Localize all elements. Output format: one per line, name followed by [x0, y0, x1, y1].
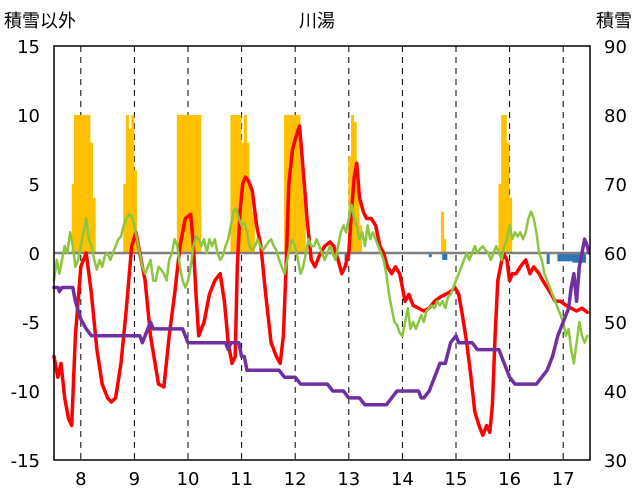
snow-bar [503, 115, 507, 253]
snow-bar [443, 239, 447, 253]
snow-bar [249, 184, 253, 253]
snow-bar [179, 115, 183, 253]
negative-bar [576, 253, 580, 263]
x-tick-label: 11 [230, 469, 253, 490]
snow-bar [81, 115, 85, 253]
negative-bar [561, 253, 565, 262]
x-tick-label: 9 [129, 469, 140, 490]
snow-bar [131, 115, 135, 253]
snow-bar [87, 115, 91, 253]
snow-bar [176, 115, 180, 253]
negative-bar [583, 253, 587, 263]
y-tick-label-right: 30 [604, 451, 627, 472]
snow-bar [90, 142, 94, 253]
y-tick-label-right: 70 [604, 175, 627, 196]
snow-bar [187, 115, 191, 253]
x-tick-label: 12 [284, 469, 307, 490]
snow-bar [190, 115, 194, 253]
left-y-ticks: 15 10 5 0 -5 -10 -15 [11, 37, 40, 472]
snow-bar [192, 115, 196, 253]
snow-bar [182, 115, 186, 253]
left-axis-label: 積雪以外 [4, 11, 76, 32]
snow-bar [300, 142, 304, 253]
snow-bar [353, 121, 357, 254]
snow-bar [348, 156, 352, 253]
y-tick-label-left: -10 [11, 382, 40, 403]
x-tick-label: 15 [445, 469, 468, 490]
snow-bar [133, 170, 137, 253]
y-tick-label-right: 60 [604, 244, 627, 265]
snow-bar [233, 115, 237, 253]
snow-bar [184, 115, 188, 253]
negative-bar [559, 253, 563, 262]
negative-bar [565, 253, 569, 262]
snow-bar [92, 197, 96, 253]
negative-bar [563, 253, 567, 262]
chart-title: 川湯 [299, 11, 335, 32]
y-tick-label-right: 40 [604, 382, 627, 403]
snow-bar [230, 115, 234, 253]
snow-bar [294, 115, 298, 253]
snow-bar [356, 184, 360, 253]
negative-bar [572, 253, 576, 263]
snow-bar [292, 115, 296, 253]
snow-bar [79, 115, 83, 253]
y-tick-label-left: 0 [29, 244, 40, 265]
x-ticks: 8 9 10 11 12 13 14 15 16 17 [75, 469, 575, 490]
snow-bar [297, 115, 301, 253]
snow-bar [501, 115, 505, 253]
negative-bar [442, 253, 446, 260]
snow-bar [125, 115, 129, 253]
y-tick-label-right: 90 [604, 37, 627, 58]
snow-bar [441, 211, 445, 253]
y-tick-label-right: 50 [604, 313, 627, 334]
y-tick-label-left: 5 [29, 175, 40, 196]
snow-bar [198, 115, 202, 253]
snow-bar [123, 184, 127, 253]
snow-bar [243, 115, 247, 253]
snow-bar [284, 115, 288, 253]
snow-bars [71, 115, 587, 267]
negative-bar [428, 253, 432, 258]
x-tick-label: 17 [552, 469, 575, 490]
snow-bar [84, 115, 88, 253]
y-tick-label-left: -15 [11, 451, 40, 472]
snow-bar [506, 142, 510, 253]
snow-bar [246, 142, 250, 253]
negative-bar [557, 253, 561, 262]
negative-bar [574, 253, 578, 263]
negative-bar [568, 253, 572, 262]
negative-bar [444, 253, 448, 260]
x-tick-label: 8 [75, 469, 86, 490]
right-axis-label: 積雪 [596, 11, 632, 32]
x-tick-label: 14 [391, 469, 414, 490]
snow-bar [238, 115, 242, 253]
snow-bar [76, 115, 80, 253]
y-tick-label-right: 80 [604, 106, 627, 127]
snow-bar [302, 197, 306, 253]
x-tick-label: 13 [337, 469, 360, 490]
purple-series-line [52, 237, 591, 407]
green-series-line [52, 203, 589, 365]
snow-bar [195, 115, 199, 253]
y-tick-label-left: 10 [17, 106, 40, 127]
x-tick-label: 16 [498, 469, 521, 490]
plot-frame [53, 45, 591, 461]
x-tick-label: 10 [177, 469, 200, 490]
snow-bar [71, 184, 75, 253]
series-lines [52, 124, 591, 437]
right-y-ticks: 90 80 70 60 50 40 30 [604, 37, 627, 472]
snow-bar [251, 211, 255, 253]
negative-bar [570, 253, 574, 262]
snow-bar [498, 184, 502, 253]
snow-bar [235, 115, 239, 253]
y-tick-label-left: 15 [17, 37, 40, 58]
red-series-line [52, 124, 590, 437]
snow-bar [289, 115, 293, 253]
y-tick-label-left: -5 [22, 313, 40, 334]
snow-bar [73, 115, 77, 253]
negative-bar [546, 253, 550, 265]
snow-bar [128, 128, 132, 253]
